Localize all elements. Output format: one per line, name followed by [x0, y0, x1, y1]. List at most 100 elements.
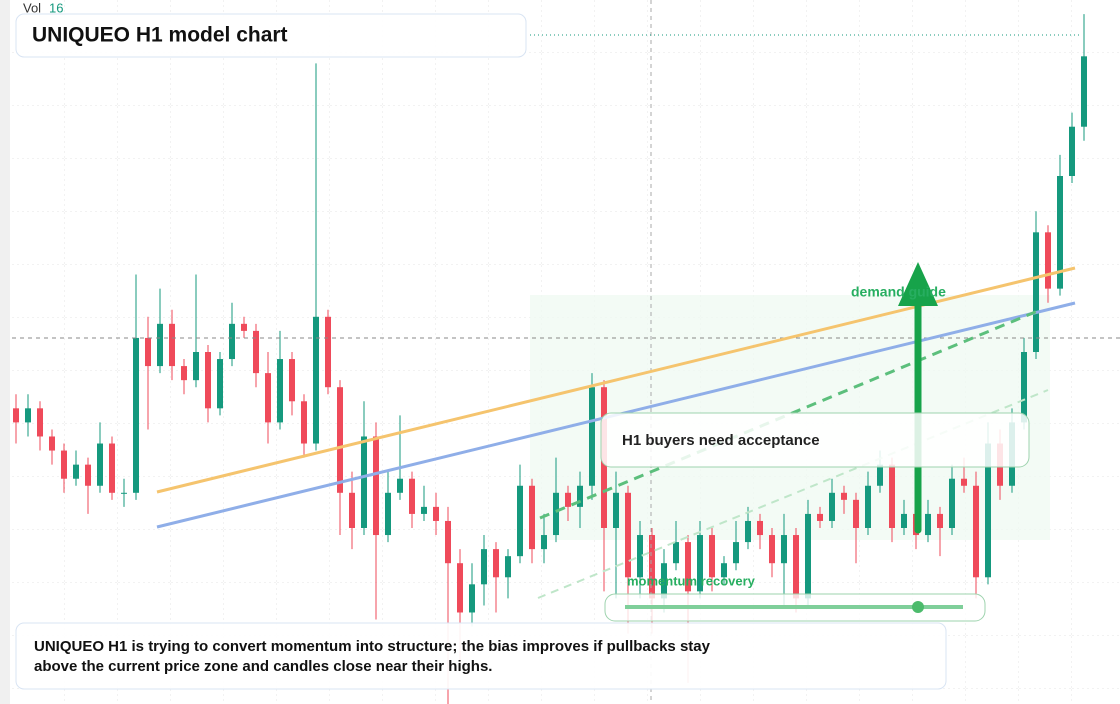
candle-body: [229, 323, 235, 360]
candle-body: [301, 401, 307, 444]
candle-body: [721, 563, 727, 578]
candle-body: [265, 373, 271, 423]
candle-body: [193, 352, 199, 381]
candle-body: [769, 535, 775, 564]
candle-body: [625, 492, 631, 578]
chart-title: UNIQUEO H1 model chart: [32, 24, 288, 47]
candle-body: [457, 563, 463, 613]
candle-body: [1033, 232, 1039, 352]
candle-body: [241, 323, 247, 331]
candle-body: [745, 520, 751, 543]
candle-body: [445, 520, 451, 564]
candle-body: [133, 337, 139, 493]
candle-body: [181, 366, 187, 381]
candle-body: [961, 478, 967, 486]
candle-body: [1081, 56, 1087, 127]
candle-body: [901, 513, 907, 528]
annotation: momentum recovery: [627, 573, 756, 588]
candle-body: [337, 387, 343, 493]
left-edge: [0, 0, 10, 704]
candle-body: [49, 436, 55, 451]
candle-body: [1057, 176, 1063, 289]
candle-body: [349, 492, 355, 528]
candle-body: [733, 542, 739, 564]
candle-body: [865, 485, 871, 528]
candle-body: [553, 492, 559, 536]
candle-body: [145, 337, 151, 367]
candle-body: [949, 478, 955, 528]
candle-body: [397, 478, 403, 493]
candle-body: [817, 513, 823, 521]
candle-body: [13, 408, 19, 423]
candle-body: [361, 436, 367, 528]
candle-body: [841, 492, 847, 500]
candle-body: [805, 513, 811, 599]
candle-body: [973, 485, 979, 578]
candle-body: [649, 535, 655, 599]
candle-body: [25, 408, 31, 423]
candle-body: [85, 464, 91, 486]
candle-body: [985, 443, 991, 578]
candle-body: [121, 492, 127, 494]
candle-body: [1045, 232, 1051, 289]
candle-body: [937, 513, 943, 528]
vol-label: Vol: [23, 0, 41, 15]
candle-body: [1021, 352, 1027, 423]
candle-body: [877, 464, 883, 486]
caption: UNIQUEO H1 is trying to convert momentum…: [34, 638, 710, 675]
candle-body: [253, 330, 259, 374]
candle-body: [517, 485, 523, 557]
annotation-box: [600, 412, 1030, 468]
candle-body: [505, 556, 511, 578]
candle-body: [925, 513, 931, 536]
slider-knob: [912, 601, 924, 613]
candle-body: [409, 478, 415, 514]
candle-body: [889, 464, 895, 528]
candle-body: [109, 443, 115, 493]
dashed-line: [537, 389, 1049, 599]
candle-body: [433, 506, 439, 521]
candle-body: [157, 323, 163, 367]
arrow-head: [898, 262, 938, 306]
candle-body: [205, 352, 211, 409]
candle-body: [421, 506, 427, 514]
candle-body: [385, 492, 391, 536]
candle-body: [697, 535, 703, 592]
dashed-line: [539, 308, 1041, 520]
candle-body: [313, 316, 319, 444]
annotation: H1 buyers need acceptance: [622, 432, 820, 449]
candle-body: [709, 535, 715, 578]
candle-body: [589, 387, 595, 486]
annotation: demand guide: [851, 284, 946, 300]
candle-body: [541, 535, 547, 550]
vol-value: 16: [49, 0, 63, 15]
candle-body: [169, 323, 175, 367]
candle-body: [469, 584, 475, 613]
candle-body: [61, 450, 67, 479]
candle-body: [853, 499, 859, 528]
candle-body: [685, 542, 691, 592]
candle-body: [289, 359, 295, 402]
candle-body: [1069, 126, 1075, 176]
candle-body: [637, 535, 643, 578]
candle-body: [373, 436, 379, 536]
candle-body: [577, 485, 583, 507]
candle-body: [793, 535, 799, 599]
candle-body: [97, 443, 103, 486]
candle-body: [565, 492, 571, 507]
candle-body: [781, 535, 787, 564]
candle-body: [529, 485, 535, 550]
candle-body: [757, 520, 763, 536]
candle-body: [661, 563, 667, 599]
candle-body: [829, 492, 835, 521]
caption-box: [15, 622, 947, 690]
title-box: [15, 13, 527, 58]
candle-body: [481, 549, 487, 585]
candle-body: [37, 408, 43, 437]
candle-body: [73, 464, 79, 479]
candle-body: [217, 359, 223, 409]
caption-wrap: UNIQUEO H1 is trying to convert momentum…: [34, 638, 710, 675]
candle-body: [277, 359, 283, 423]
candle-body: [493, 549, 499, 578]
